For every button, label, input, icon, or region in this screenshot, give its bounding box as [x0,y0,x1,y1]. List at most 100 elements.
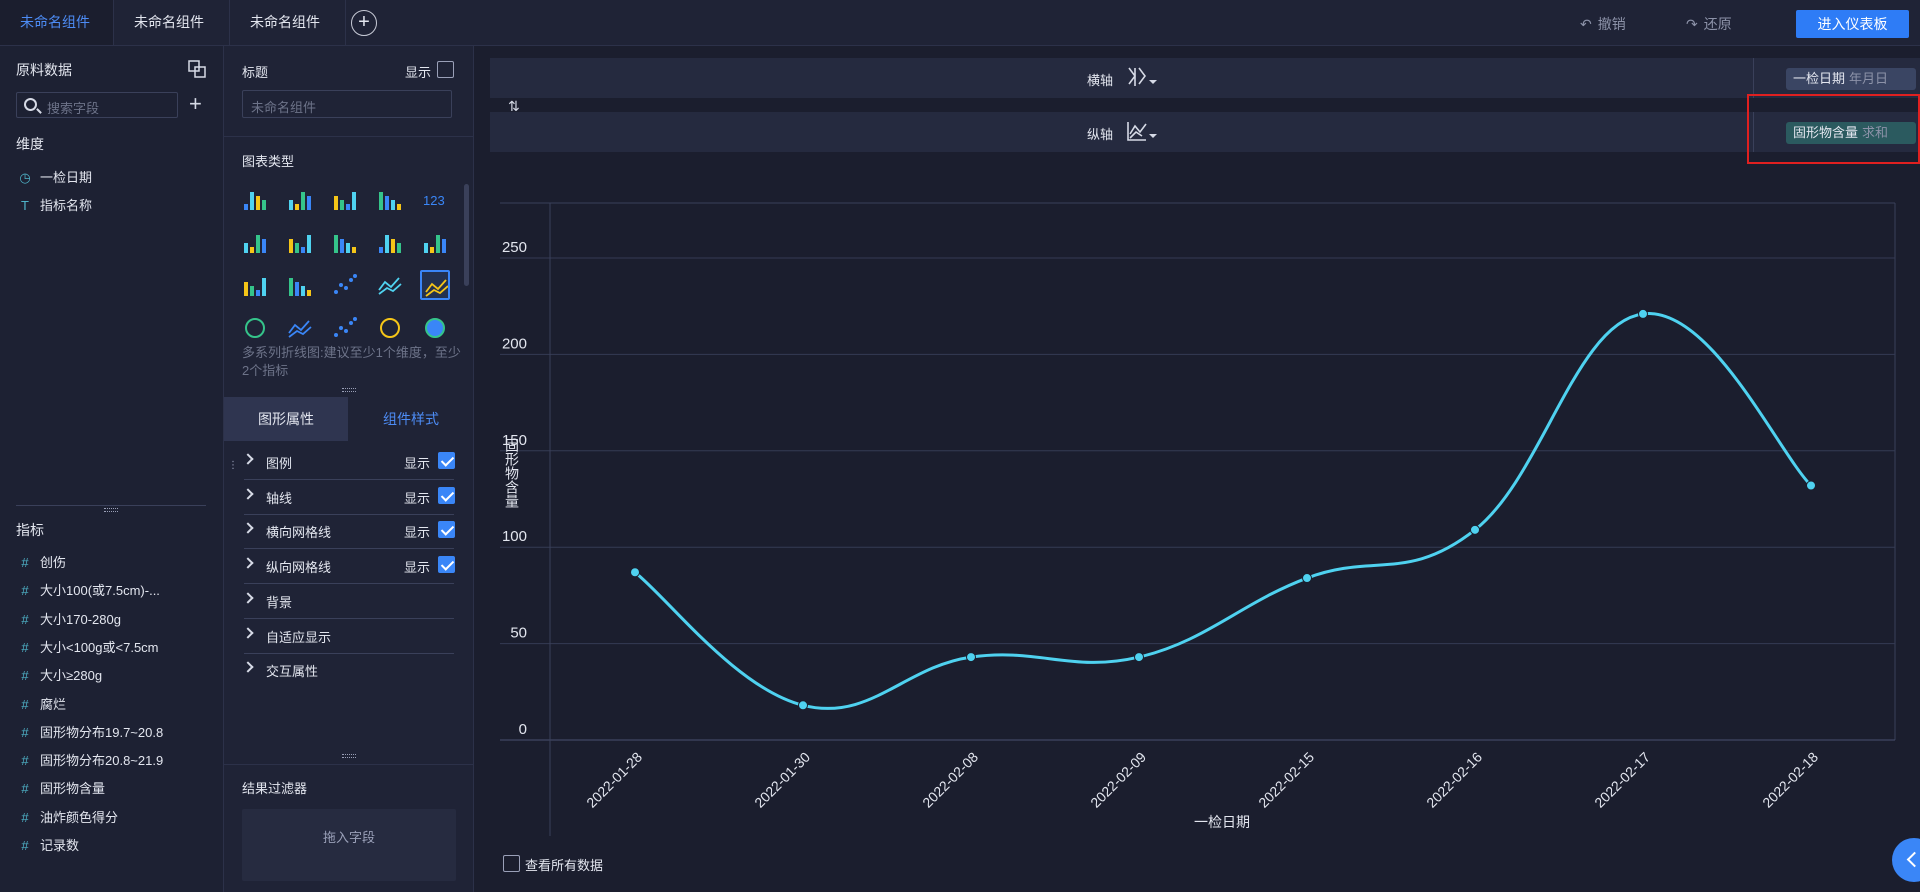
x-axis-type-dropdown[interactable] [1126,66,1158,90]
measure-label: 固形物分布20.8~21.9 [40,753,164,769]
line-chart-icon[interactable] [420,270,450,300]
scatter-column-icon[interactable] [330,270,360,300]
chart-type-scrollbar[interactable] [464,184,469,286]
redo-button[interactable]: ↷ 还原 [1686,14,1732,34]
data-point [1134,652,1144,663]
undo-label: 撤销 [1597,16,1626,32]
number-type-icon: # [21,639,29,655]
x-field-name: 一检日期 [1793,71,1846,86]
x-axis-row: 横轴 一检日期 年月日 [490,58,1920,98]
property-row[interactable]: 横向网格线 显示 [242,515,455,550]
y-field-pill[interactable]: 固形物含量 求和 [1786,122,1916,144]
property-row[interactable]: 交互属性 [242,654,454,688]
view-all-data-checkbox[interactable] [503,855,520,872]
property-show-checkbox[interactable] [438,452,455,469]
data-point [798,700,808,711]
dimension-item[interactable]: T 指标名称 [16,197,92,215]
measure-item[interactable]: # 大小≥280g [16,667,102,685]
axis-separator [1753,58,1754,98]
resize-handle[interactable] [342,754,356,758]
y-tick-label: 100 [502,528,527,545]
collapse-panel-button[interactable] [1892,838,1920,882]
property-row[interactable]: 图例 显示 [242,446,455,480]
tab-graph-properties[interactable]: 图形属性 [224,397,348,441]
property-label: 交互属性 [266,664,319,680]
measure-item[interactable]: # 腐烂 [16,696,66,714]
chevron-right-icon [242,592,254,604]
measure-item[interactable]: # 大小<100g或<7.5cm [16,639,158,657]
property-show-checkbox[interactable] [438,486,455,504]
measure-item[interactable]: # 大小100(或7.5cm)-... [16,582,160,600]
filter-title: 结果过滤器 [242,781,308,796]
search-field-input[interactable]: 搜索字段 [16,92,178,118]
measure-item[interactable]: # 大小170-280g [16,611,121,629]
cross-table-icon[interactable] [285,184,315,214]
y-tick-label: 250 [502,239,527,256]
measure-label: 创伤 [40,555,67,570]
property-row[interactable]: 自适应显示 [242,620,454,654]
number-type-icon: # [21,668,29,684]
measure-item[interactable]: # 固形物分布20.8~21.9 [16,752,163,770]
property-row[interactable]: 纵向网格线 显示 [242,550,455,585]
property-tabs: 图形属性 组件样式 [224,397,473,441]
scatter-icon[interactable] [330,313,360,343]
x-tick-label: 2022-01-30 [751,749,813,811]
property-label: 自适应显示 [266,629,332,645]
bubble-icon[interactable] [375,313,405,343]
tab-component-2[interactable]: 未命名组件2 [230,0,346,75]
measure-item[interactable]: # 记录数 [16,837,79,855]
y-tick-label: 50 [510,625,527,642]
measure-label: 固形物分布19.7~20.8 [40,724,164,740]
title-input[interactable]: 未命名组件 [242,90,452,118]
search-icon [24,98,37,111]
pie-chart-icon[interactable] [420,313,450,343]
column-chart-icon[interactable] [420,227,450,257]
summary-table-icon[interactable] [285,227,315,257]
resize-handle[interactable] [342,388,356,392]
property-row[interactable]: 背景 [242,585,454,619]
add-tab-button[interactable]: + [351,10,377,36]
undo-button[interactable]: ↶ 撤销 [1580,14,1626,34]
x-tick-label: 2022-02-08 [919,749,981,811]
area-chart-icon[interactable] [285,313,315,343]
drag-handle-icon[interactable]: ⋮ [228,460,238,471]
multi-line-icon[interactable] [375,270,405,300]
property-show-checkbox[interactable] [438,521,455,539]
measure-item[interactable]: # 油炸颜色得分 [16,809,118,827]
stacked-bar-icon[interactable] [375,227,405,257]
heatmap-icon[interactable] [330,227,360,257]
tab-component-1[interactable]: 未命名组件1 [114,0,230,75]
view-all-data-label: 查看所有数据 [525,858,604,873]
swap-axes-icon[interactable]: ⇅ [508,98,520,114]
tab-component-style[interactable]: 组件样式 [383,411,439,427]
switch-dataset-icon[interactable] [188,60,206,78]
detail-table-icon[interactable] [330,184,360,214]
filter-drop-zone[interactable]: 拖入字段 [242,809,456,881]
filter-drop-label: 拖入字段 [322,830,375,845]
x-field-pill[interactable]: 一检日期 年月日 [1786,68,1916,90]
tab-component[interactable]: 未命名组件 [0,0,114,45]
measure-label: 大小170-280g [40,611,121,627]
color-table-icon[interactable] [375,184,405,214]
property-show-checkbox[interactable] [438,556,455,574]
title-show-checkbox[interactable] [437,61,454,78]
section-divider [224,764,473,765]
radar-icon[interactable] [240,313,270,343]
source-title: 原料数据 [16,62,72,78]
dimension-item[interactable]: ◷ 一检日期 [16,169,92,187]
grouped-column-icon[interactable] [240,270,270,300]
chart-type-label: 图表类型 [242,154,295,169]
table-icon[interactable] [240,184,270,214]
grouped-table-icon[interactable] [240,227,270,257]
add-field-button[interactable]: + [189,91,202,116]
measure-item[interactable]: # 固形物含量 [16,780,105,798]
enter-dashboard-button[interactable]: 进入仪表板 [1796,10,1909,38]
measure-item[interactable]: # 固形物分布19.7~20.8 [16,724,163,742]
bar-chart-icon[interactable] [285,270,315,300]
resize-handle[interactable] [104,508,118,512]
number-type-icon: # [21,724,29,740]
y-axis-type-dropdown[interactable] [1126,120,1158,144]
property-row[interactable]: 轴线 显示 [242,481,455,515]
measure-item[interactable]: # 创伤 [16,554,66,572]
number-card-icon[interactable]: 123 [420,184,450,214]
